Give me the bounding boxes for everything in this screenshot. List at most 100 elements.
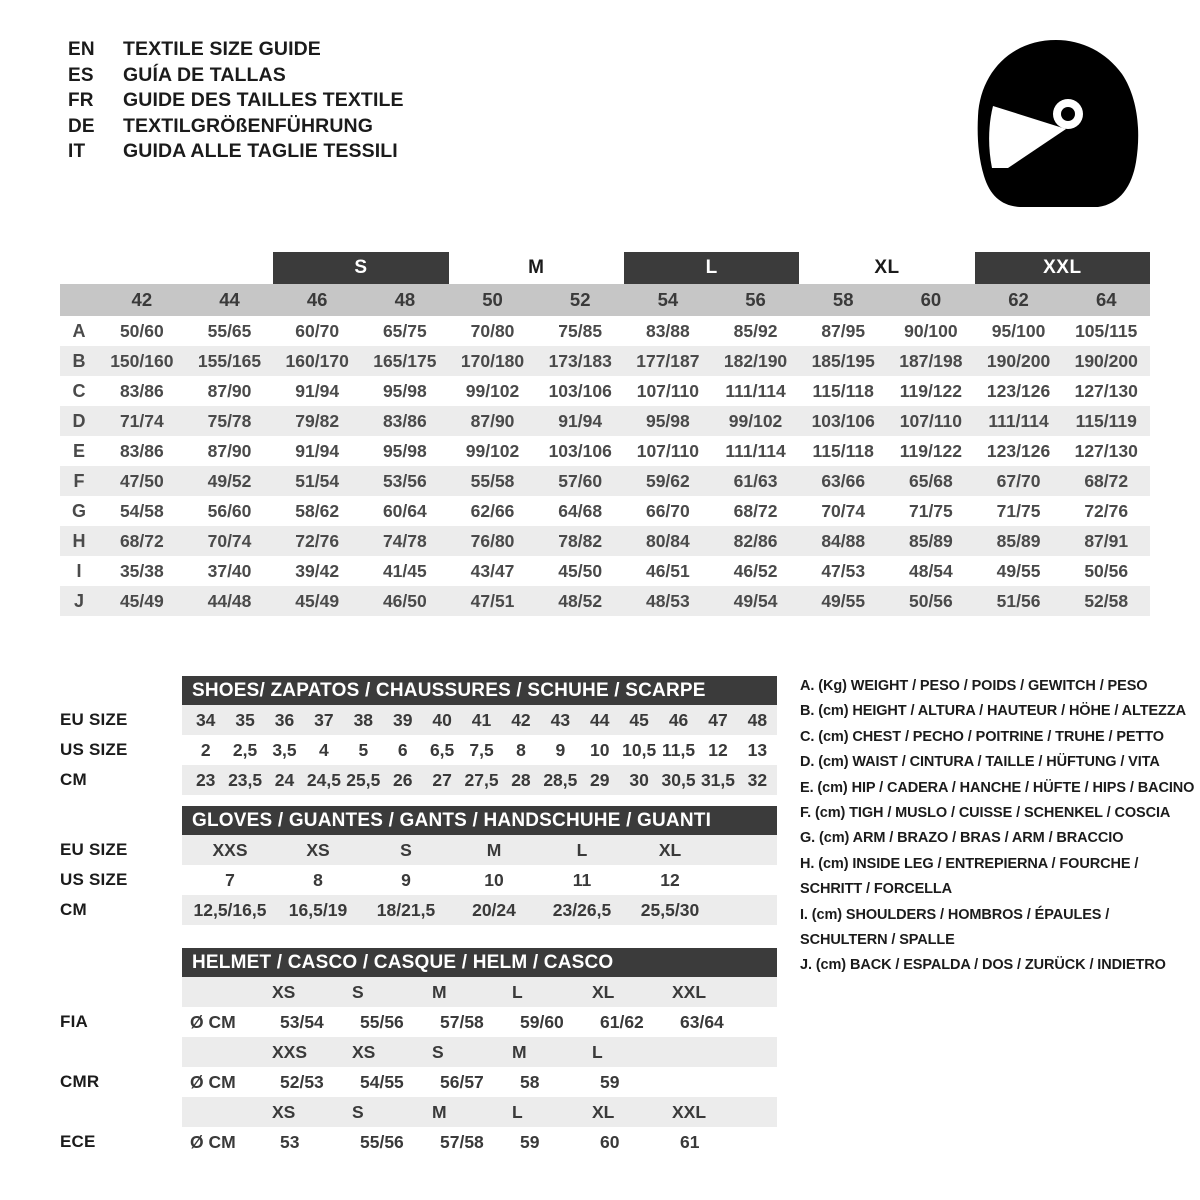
- table-cell: 53: [280, 1131, 300, 1152]
- table-cell: 27: [432, 769, 452, 790]
- legend-line: B. (cm) HEIGHT / ALTURA / HAUTEUR / HÖHE…: [800, 703, 1186, 720]
- table-cell: 99/102: [465, 380, 520, 401]
- row-label-c: C: [72, 380, 86, 401]
- helmet-size-header-row: XXS XS S M L: [182, 1037, 777, 1067]
- table-cell: 61/62: [600, 1011, 644, 1032]
- table-cell: 48/53: [645, 590, 690, 611]
- table-cell: 85/89: [996, 530, 1041, 551]
- table-cell: 12,5/16,5: [193, 899, 267, 920]
- table-cell: 170/180: [460, 350, 525, 371]
- helmet-table: HELMET / CASCO / CASQUE / HELM / CASCO X…: [60, 948, 777, 1157]
- size-band-l: L: [624, 252, 800, 284]
- size-number-header-row: 42 44 46 48 50 52 54 56 58 60 62 64: [60, 284, 1150, 316]
- helmet-size-label: S: [432, 1041, 444, 1062]
- table-cell: 63/64: [680, 1011, 724, 1032]
- table-cell: 55/56: [360, 1011, 404, 1032]
- helmet-size-label: M: [432, 1101, 447, 1122]
- row-label: CM: [60, 770, 87, 789]
- table-cell: 83/88: [645, 320, 690, 341]
- table-cell: 11: [572, 869, 592, 890]
- table-cell: XS: [306, 839, 330, 860]
- table-cell: 34: [195, 709, 216, 730]
- gloves-table: GLOVES / GUANTES / GANTS / HANDSCHUHE / …: [60, 806, 777, 925]
- table-cell: 71/74: [119, 410, 164, 431]
- table-cell: 64/68: [558, 500, 603, 521]
- size-column-header: 64: [1095, 289, 1117, 310]
- size-band-xxl: XXL: [974, 252, 1150, 284]
- row-label-h: H: [72, 530, 86, 551]
- table-row: US SIZE 7 8 9 10 11 12: [60, 865, 777, 895]
- table-cell: 23: [195, 769, 216, 790]
- helmet-size-label: XS: [352, 1041, 376, 1062]
- row-label: EU SIZE: [60, 840, 128, 859]
- table-cell: 59/60: [520, 1011, 564, 1032]
- table-row: G 54/58 56/60 58/62 60/64 62/66 64/68 66/70 68/7…: [60, 496, 1150, 526]
- legend-line: H. (cm) INSIDE LEG / ENTREPIERNA / FOURC…: [800, 855, 1139, 872]
- table-cell: 111/114: [725, 440, 786, 461]
- size-column-header: 62: [1008, 289, 1029, 310]
- table-cell: 182/190: [723, 350, 788, 371]
- helmet-size-label: XL: [592, 1101, 615, 1122]
- table-cell: 5: [358, 739, 369, 760]
- table-cell: 190/200: [986, 350, 1051, 371]
- table-cell: 27,5: [464, 769, 499, 790]
- table-cell: 150/160: [110, 350, 174, 371]
- table-cell: 58/62: [295, 500, 340, 521]
- helmet-standard-label-fia: FIA: [60, 1012, 88, 1031]
- shoes-table: SHOES/ ZAPATOS / CHAUSSURES / SCHUHE / S…: [60, 676, 777, 795]
- table-cell: 165/175: [373, 350, 437, 371]
- row-label-b: B: [72, 350, 86, 371]
- table-cell: 55/58: [470, 470, 515, 491]
- table-cell: 55/65: [207, 320, 252, 341]
- table-cell: 68/72: [119, 530, 164, 551]
- table-cell: 75/85: [558, 320, 603, 341]
- table-cell: 99/102: [728, 410, 783, 431]
- table-cell: 127/130: [1074, 380, 1138, 401]
- table-cell: 79/82: [295, 410, 340, 431]
- table-cell: 63/66: [821, 470, 866, 491]
- table-cell: 95/98: [382, 440, 427, 461]
- table-cell: 7,5: [469, 739, 494, 760]
- table-cell: 53/56: [382, 470, 427, 491]
- main-table-body: A 50/60 55/65 60/70 65/75 70/80 75/85 83/88 85/9…: [60, 316, 1150, 616]
- table-cell: 44: [590, 709, 610, 730]
- table-cell: 2,5: [232, 739, 258, 760]
- table-cell: 99/102: [465, 440, 520, 461]
- table-cell: 46/51: [645, 560, 690, 581]
- table-cell: 50/60: [119, 320, 164, 341]
- table-cell: 56/60: [207, 500, 252, 521]
- table-cell: 190/200: [1074, 350, 1138, 371]
- table-cell: 24,5: [306, 769, 341, 790]
- table-cell: 119/122: [899, 440, 963, 461]
- table-cell: 3,5: [272, 739, 297, 760]
- table-cell: 59: [600, 1071, 620, 1092]
- helmet-size-label: XS: [272, 981, 296, 1002]
- table-cell: 83/86: [119, 380, 164, 401]
- table-cell: 85/92: [733, 320, 778, 341]
- table-cell: 83/86: [382, 410, 427, 431]
- table-cell: 65/75: [382, 320, 427, 341]
- table-cell: 185/195: [811, 350, 875, 371]
- table-cell: 53/54: [280, 1011, 324, 1032]
- size-column-header: 56: [745, 289, 766, 310]
- table-cell: 18/21,5: [376, 899, 436, 920]
- table-cell: 187/198: [899, 350, 963, 371]
- table-cell: 54/55: [360, 1071, 404, 1092]
- size-band-m: M: [528, 257, 545, 278]
- table-cell: 20/24: [472, 899, 516, 920]
- table-row: CM 23 23,5 24 24,5 25,5 26 27 27,5 28 28,5 29 30 30,5…: [60, 765, 777, 795]
- helmet-unit-label: Ø CM: [190, 1131, 236, 1152]
- table-cell: 43/47: [470, 560, 515, 581]
- table-cell: 49/54: [733, 590, 778, 611]
- size-band-xl: XL: [874, 257, 900, 278]
- table-cell: 91/94: [295, 380, 340, 401]
- table-cell: 51/54: [295, 470, 340, 491]
- table-cell: 87/90: [207, 440, 252, 461]
- title-row: ES GUÍA DE TALLAS: [68, 64, 404, 90]
- table-cell: 23/26,5: [552, 899, 612, 920]
- size-column-header: 54: [657, 289, 679, 310]
- table-cell: 4: [319, 739, 329, 760]
- table-row: H 68/72 70/74 72/76 74/78 76/80 78/82 80/84 82/8…: [60, 526, 1150, 556]
- table-cell: 36: [274, 709, 295, 730]
- row-label-g: G: [71, 500, 86, 521]
